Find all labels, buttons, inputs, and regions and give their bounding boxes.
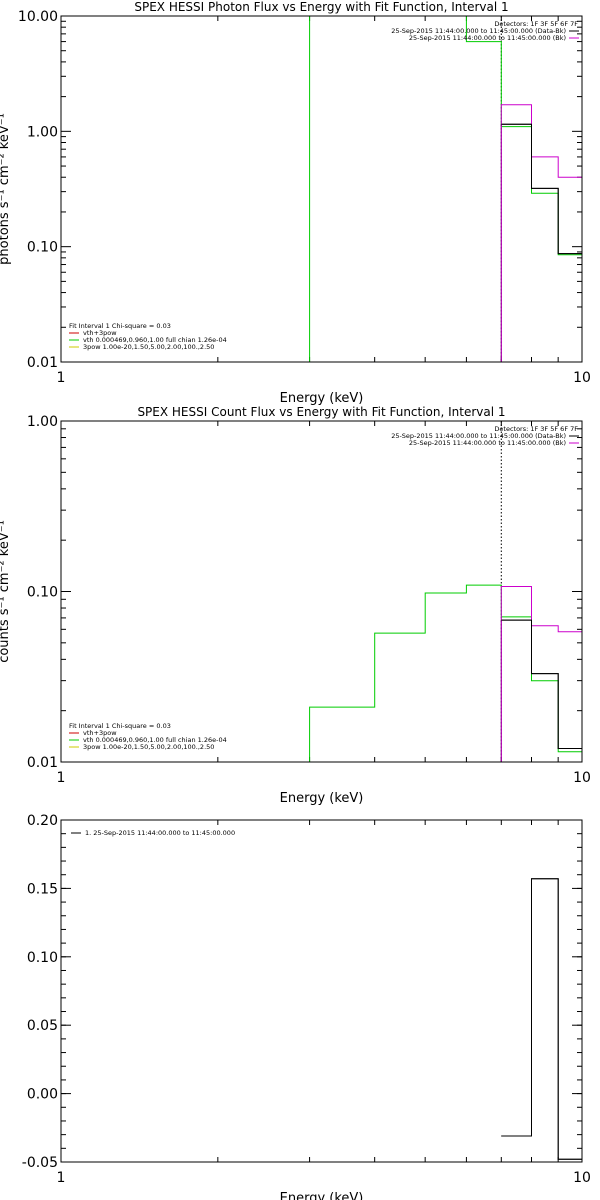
data-area (309, 16, 582, 362)
chart-panel-3: -0.05 0.00 0.05 0.10 0.15 0.20 1 10 Energy (keV)… (22, 813, 591, 1200)
series-line-black (501, 878, 582, 1160)
x-axis-label: Energy (keV) (280, 791, 364, 806)
y-tick-label: 0.00 (27, 1087, 58, 1103)
chart-panel-1: SPEX HESSI Photon Flux vs Energy with Fi… (0, 0, 591, 406)
legend-entry: 25-Sep-2015 11:44:00.000 to 11:45:00.000… (391, 432, 566, 440)
y-tick-label: 0.15 (27, 881, 58, 897)
series-line-black-top (501, 619, 582, 749)
y-tick-label: 0.01 (27, 755, 58, 771)
series-line-black-top (501, 123, 582, 255)
legend-entry: Detectors: 1F 3F 5F 6F 7F (494, 425, 578, 433)
series-line-green (309, 16, 582, 362)
x-tick-label: 10 (573, 770, 591, 786)
legend-entry: 1. 25-Sep-2015 11:44:00.000 to 11:45:00.… (85, 829, 235, 837)
x-tick-label: 1 (57, 1170, 66, 1186)
data-area (309, 421, 582, 762)
y-tick-label: 0.10 (27, 950, 58, 966)
chart-title: SPEX HESSI Count Flux vs Energy with Fit… (137, 405, 505, 419)
series-line-green (309, 584, 582, 762)
chart-panel-2: SPEX HESSI Count Flux vs Energy with Fit… (0, 405, 591, 806)
series-line-magenta (500, 586, 582, 762)
y-axis-label: photons s⁻¹ cm⁻² keV⁻¹ (0, 113, 12, 265)
x-tick-label: 10 (573, 370, 591, 386)
legend-entry: 25-Sep-2015 11:44:00.000 to 11:45:00.000… (409, 34, 566, 42)
legend-entry: Fit Interval 1 Chi-square = 0.03 (69, 722, 171, 730)
plot-frame (60, 420, 583, 763)
series-line-magenta (500, 104, 582, 362)
legend-entry: 3pow 1.00e-20,1.50,5.00,2.00,100.,2.50 (83, 343, 214, 351)
x-tick-label: 1 (57, 370, 66, 386)
legend-entry: 25-Sep-2015 11:44:00.000 to 11:45:00.000… (409, 439, 566, 447)
legend-entry: vth+3pow (83, 329, 117, 337)
chart-title: SPEX HESSI Photon Flux vs Energy with Fi… (134, 0, 508, 14)
y-tick-label: 0.20 (27, 813, 58, 829)
y-tick-label: 0.10 (27, 240, 58, 256)
y-tick-label: 0.10 (27, 585, 58, 601)
y-tick-label: -0.05 (22, 1155, 58, 1171)
series-line-black (500, 123, 582, 362)
y-tick-label: 0.01 (27, 355, 58, 371)
y-axis-label: counts s⁻¹ cm⁻² keV⁻¹ (0, 520, 12, 663)
legend-entry: vth 0.000469,0.960,1.00 full chian 1.26e… (83, 336, 227, 344)
legend-entry: vth+3pow (83, 729, 117, 737)
x-axis-label: Energy (keV) (280, 391, 364, 406)
x-tick-label: 1 (57, 770, 66, 786)
legend-entry: Detectors: 1F 3F 5F 6F 7F (494, 20, 578, 28)
legend-entry: 3pow 1.00e-20,1.50,5.00,2.00,100.,2.50 (83, 743, 214, 751)
x-axis-label: Energy (keV) (280, 1191, 364, 1200)
legend-entry: Fit Interval 1 Chi-square = 0.03 (69, 322, 171, 330)
legend-entry: 25-Sep-2015 11:44:00.000 to 11:45:00.000… (391, 27, 566, 35)
legend-entry: vth 0.000469,0.960,1.00 full chian 1.26e… (83, 736, 227, 744)
plot-frame (60, 15, 583, 363)
data-area (501, 878, 582, 1160)
plot-frame (60, 819, 583, 1163)
series-line-black-top (501, 878, 582, 1160)
x-tick-label: 10 (573, 1170, 591, 1186)
y-tick-label: 1.00 (27, 414, 58, 430)
y-tick-label: 10.00 (18, 9, 58, 25)
y-tick-label: 1.00 (27, 124, 58, 140)
series-line-black (500, 619, 582, 762)
y-tick-label: 0.05 (27, 1018, 58, 1034)
